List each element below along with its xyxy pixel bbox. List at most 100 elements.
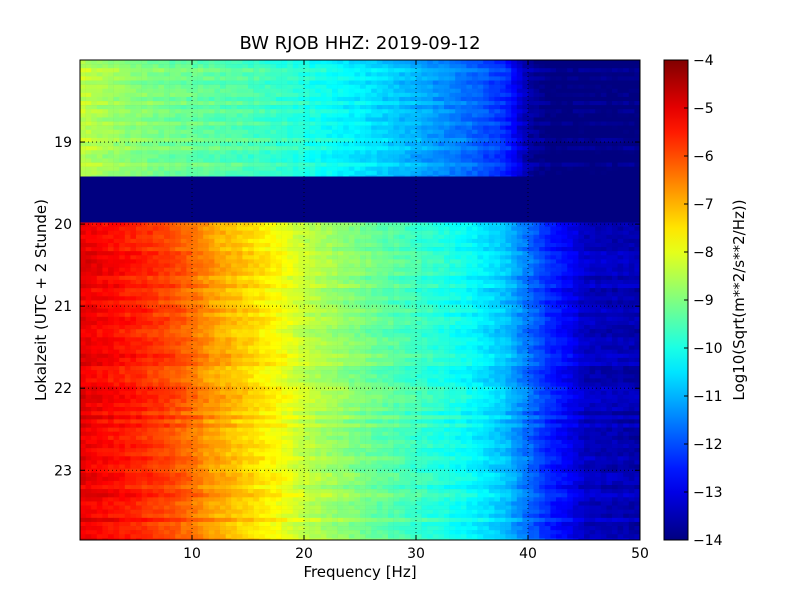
spectrogram-cell-0 — [354, 146, 361, 151]
spectrogram-cell-1 — [332, 251, 338, 256]
spectrogram-cell-0 — [634, 158, 640, 163]
spectrogram-cell-0 — [488, 146, 495, 151]
spectrogram-cell-1 — [612, 247, 618, 252]
spectrogram-cell-0 — [158, 146, 165, 151]
spectrogram-cell-0 — [410, 72, 417, 77]
spectrogram-cell-1 — [466, 230, 473, 236]
spectrogram-cell-1 — [264, 242, 271, 248]
spectrogram-cell-0 — [449, 125, 456, 131]
spectrogram-cell-0 — [169, 142, 176, 147]
spectrogram-cell-1 — [550, 284, 557, 289]
spectrogram-cell-1 — [225, 238, 232, 244]
spectrogram-cell-1 — [382, 255, 389, 260]
spectrogram-cell-1 — [164, 242, 170, 248]
spectrogram-cell-0 — [438, 64, 445, 69]
spectrogram-cell-0 — [376, 170, 383, 176]
spectrogram-cell-1 — [600, 279, 607, 285]
spectrogram-cell-0 — [192, 162, 198, 167]
spectrogram-cell-0 — [130, 101, 137, 106]
spectrogram-cell-0 — [147, 109, 154, 114]
spectrogram-cell-1 — [292, 230, 299, 236]
spectrogram-cell-1 — [472, 238, 478, 244]
spectrogram-cell-0 — [136, 105, 142, 110]
spectrogram-cell-0 — [91, 146, 98, 151]
spectrogram-cell-0 — [606, 142, 613, 147]
spectrogram-cell-0 — [449, 113, 456, 118]
spectrogram-cell-1 — [432, 230, 439, 236]
spectrogram-cell-0 — [259, 64, 266, 69]
spectrogram-cell-0 — [354, 64, 361, 69]
spectrogram-cell-1 — [365, 242, 372, 248]
spectrogram-cell-1 — [242, 226, 249, 231]
spectrogram-cell-0 — [141, 162, 148, 167]
spectrogram-cell-0 — [561, 109, 568, 114]
spectrogram-cell-1 — [472, 263, 478, 268]
spectrogram-cell-0 — [432, 88, 439, 94]
spectrogram-cell-0 — [505, 105, 512, 110]
spectrogram-cell-1 — [404, 304, 411, 309]
spectrogram-cell-1 — [516, 284, 523, 289]
spectrogram-cell-0 — [488, 76, 495, 81]
spectrogram-cell-1 — [248, 304, 254, 309]
spectrogram-cell-0 — [175, 117, 182, 122]
spectrogram-cell-1 — [332, 263, 338, 268]
spectrogram-cell-0 — [376, 68, 383, 73]
spectrogram-cell-0 — [460, 113, 467, 118]
spectrogram-cell-0 — [572, 174, 579, 177]
spectrogram-cell-0 — [382, 174, 389, 177]
spectrogram-cell-1 — [516, 263, 523, 268]
spectrogram-cell-0 — [617, 129, 624, 135]
spectrogram-cell-1 — [248, 279, 254, 285]
spectrogram-cell-1 — [113, 226, 120, 231]
spectrogram-cell-1 — [371, 304, 378, 309]
spectrogram-cell-1 — [544, 288, 551, 293]
spectrogram-cell-1 — [91, 296, 98, 301]
spectrogram-cell-0 — [130, 146, 137, 151]
spectrogram-cell-0 — [556, 88, 562, 94]
spectrogram-cell-0 — [595, 121, 602, 126]
spectrogram-cell-1 — [376, 284, 383, 289]
spectrogram-cell-0 — [348, 150, 355, 155]
spectrogram-cell-0 — [528, 170, 534, 176]
spectrogram-cell-0 — [466, 84, 473, 90]
spectrogram-cell-1 — [292, 284, 299, 289]
spectrogram-cell-0 — [348, 166, 355, 172]
spectrogram-cell-1 — [477, 288, 484, 293]
spectrogram-cell-0 — [388, 96, 394, 102]
spectrogram-cell-0 — [494, 80, 501, 85]
spectrogram-cell-0 — [561, 92, 568, 98]
spectrogram-cell-1 — [500, 222, 506, 227]
spectrogram-cell-0 — [628, 68, 635, 73]
spectrogram-cell-0 — [270, 154, 277, 159]
spectrogram-cell-0 — [376, 84, 383, 90]
spectrogram-cell-1 — [343, 292, 350, 297]
spectrogram-cell-1 — [572, 238, 579, 244]
spectrogram-cell-0 — [192, 96, 198, 102]
spectrogram-cell-1 — [332, 259, 338, 264]
spectrogram-cell-1 — [281, 275, 288, 281]
spectrogram-cell-1 — [617, 275, 624, 281]
spectrogram-cell-0 — [80, 76, 86, 81]
spectrogram-cell-0 — [309, 80, 316, 85]
spectrogram-cell-0 — [365, 72, 372, 77]
spectrogram-cell-1 — [410, 279, 417, 285]
spectrogram-cell-1 — [141, 267, 148, 272]
spectrogram-cell-0 — [516, 80, 523, 85]
spectrogram-cell-0 — [113, 146, 120, 151]
spectrogram-cell-1 — [119, 288, 126, 293]
spectrogram-cell-1 — [528, 271, 534, 277]
spectrogram-cell-0 — [320, 158, 327, 163]
spectrogram-cell-1 — [533, 275, 540, 281]
spectrogram-cell-1 — [444, 304, 450, 309]
spectrogram-cell-0 — [584, 129, 590, 135]
spectrogram-cell-0 — [634, 72, 640, 77]
spectrogram-cell-0 — [248, 80, 254, 85]
spectrogram-cell-1 — [96, 288, 103, 293]
spectrogram-cell-1 — [96, 255, 103, 260]
spectrogram-cell-0 — [298, 64, 305, 69]
spectrogram-cell-1 — [634, 267, 640, 272]
spectrogram-cell-0 — [617, 150, 624, 155]
spectrogram-cell-0 — [472, 146, 478, 151]
spectrogram-cell-1 — [164, 247, 170, 252]
spectrogram-cell-1 — [427, 284, 434, 289]
